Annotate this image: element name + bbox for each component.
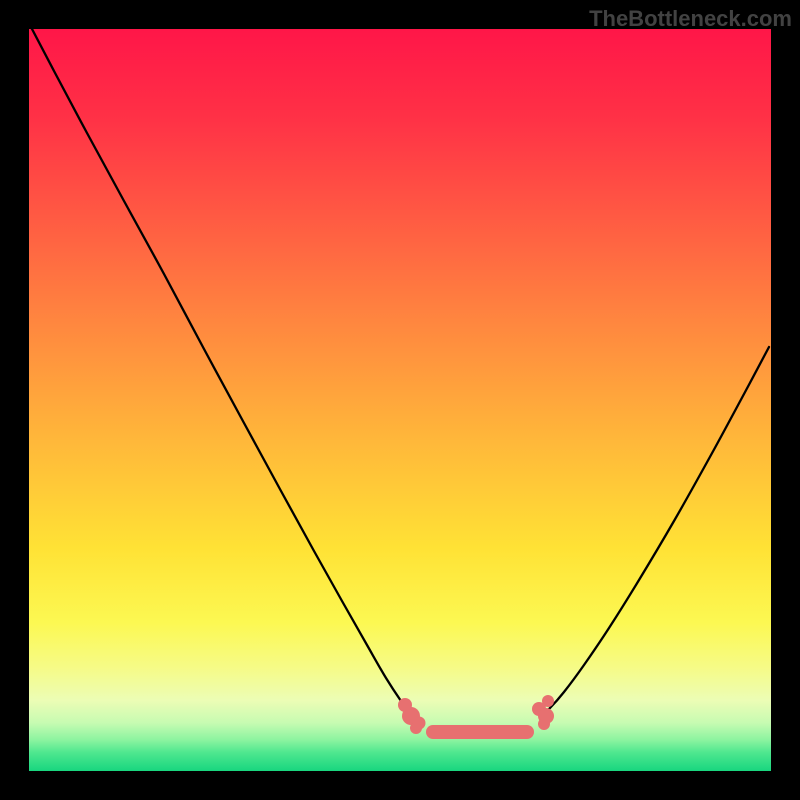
curve-right-branch <box>542 347 769 715</box>
valley-dot-7 <box>538 718 550 730</box>
valley-dot-3 <box>410 722 422 734</box>
valley-markers <box>398 695 554 739</box>
attribution-watermark: TheBottleneck.com <box>589 6 792 32</box>
curve-left-branch <box>32 29 410 713</box>
valley-dot-5 <box>542 695 554 707</box>
bottleneck-curve-svg <box>29 29 771 771</box>
valley-pill <box>426 725 534 739</box>
